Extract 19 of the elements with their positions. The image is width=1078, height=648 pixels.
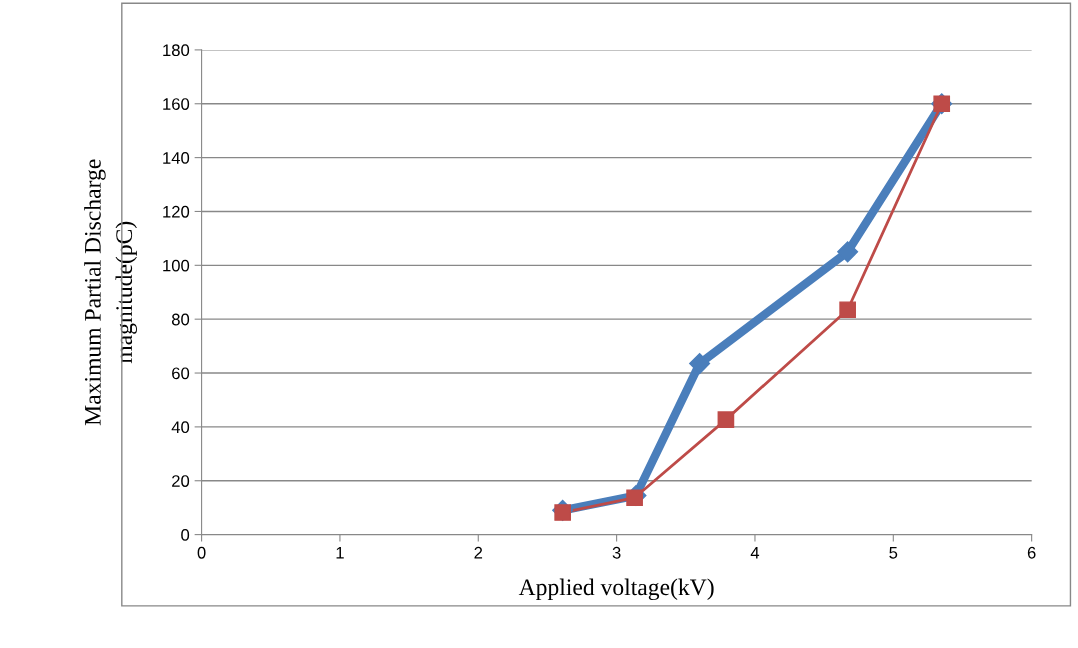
x-tick-label: 2 xyxy=(474,546,483,559)
x-tick-label: 6 xyxy=(1027,546,1036,559)
y-tick-label: 60 xyxy=(172,367,190,380)
y-tick-label: 20 xyxy=(172,475,190,487)
y-tick-label: 80 xyxy=(171,313,190,326)
x-tick-label: 4 xyxy=(750,547,760,559)
y-tick-label: 120 xyxy=(163,205,190,218)
y-tick-label: 0 xyxy=(181,529,190,541)
x-tick-label: 5 xyxy=(889,547,898,559)
x-axis-title: Applied voltage(kV) xyxy=(518,578,714,601)
y-tick-label: 40 xyxy=(171,421,190,434)
y-axis-title: Maximum Partial Discharge magnitude(pC) xyxy=(84,159,137,426)
x-tick-label: 1 xyxy=(336,547,344,559)
y-tick-label: 100 xyxy=(163,259,190,272)
y-tick-label: 180 xyxy=(163,44,190,57)
x-tick-label: 0 xyxy=(197,546,206,559)
y-tick-label: 160 xyxy=(163,98,190,110)
x-tick-label: 3 xyxy=(612,546,621,559)
y-tick-label: 140 xyxy=(163,152,190,164)
